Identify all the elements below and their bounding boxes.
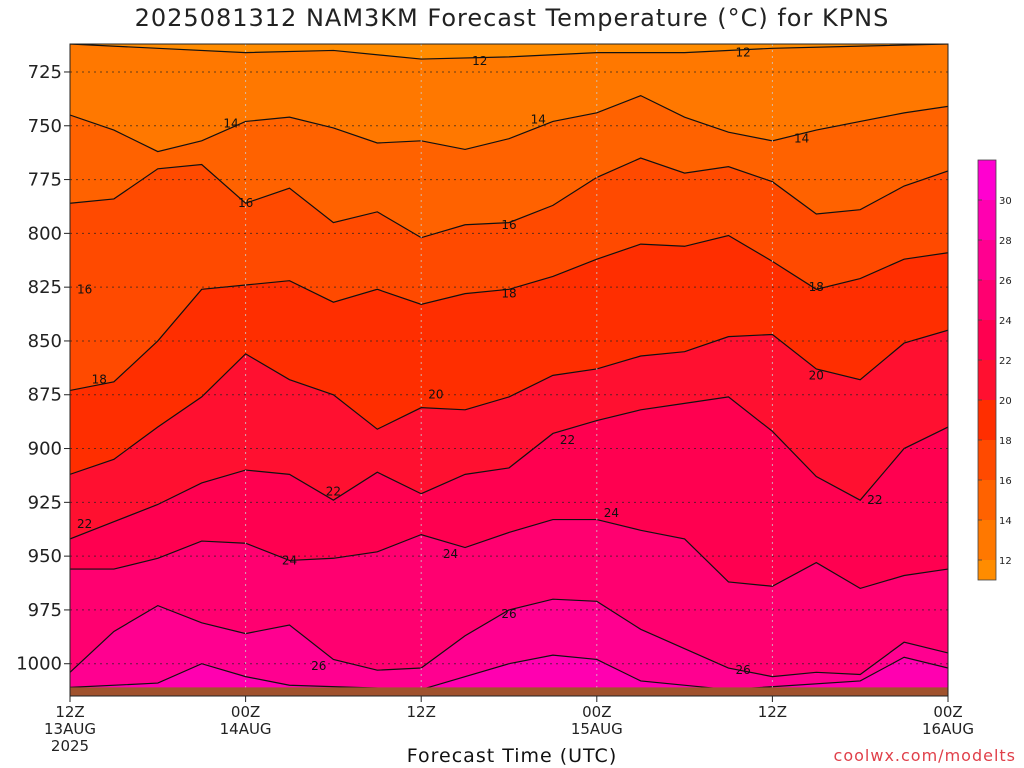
isotherm-18 xyxy=(70,234,948,392)
colorbar-tick-label: 12 xyxy=(999,556,1012,567)
isotherm-label: 24 xyxy=(604,506,619,520)
colorbar-tick-label: 16 xyxy=(999,476,1012,487)
isotherm-labels: 12 12 14 14 14 16 16 16 18 18 18 20 20 22 22 22 22 24 24 24… xyxy=(77,46,882,678)
ground-strip xyxy=(70,687,948,696)
x-tick-label: 00Z xyxy=(231,703,260,721)
isotherm-label: 26 xyxy=(735,663,750,677)
x-axis-label: Forecast Time (UTC) xyxy=(406,745,618,767)
x-tick-label: 15AUG xyxy=(571,720,623,738)
plot-frame xyxy=(69,43,949,697)
isotherm-label: 22 xyxy=(326,485,341,499)
credit-text: coolwx.com/modelts xyxy=(833,746,1016,765)
x-tick-label: 2025 xyxy=(51,737,89,755)
isotherm-16 xyxy=(70,157,948,239)
colorbar-segment xyxy=(978,480,996,520)
isotherm-label: 14 xyxy=(223,117,238,131)
y-tick-label: 875 xyxy=(28,385,62,406)
colorbar-segment xyxy=(978,240,996,280)
isotherm-label: 26 xyxy=(311,659,326,673)
y-tick-label: 800 xyxy=(28,223,62,244)
isotherm-22 xyxy=(70,396,948,540)
isotherm-label: 12 xyxy=(735,46,750,60)
x-tick-label: 16AUG xyxy=(922,720,974,738)
isotherm-label: 16 xyxy=(238,196,253,210)
y-tick-label: 750 xyxy=(28,116,62,137)
y-tick-label: 925 xyxy=(28,492,62,513)
colorbar-frame xyxy=(977,159,997,581)
band-fill-26 xyxy=(70,599,948,696)
isotherm-label: 24 xyxy=(282,553,297,567)
y-tick-label: 975 xyxy=(28,600,62,621)
x-tick-label: 12Z xyxy=(55,703,84,721)
colorbar-segment xyxy=(978,160,996,200)
isotherm-label: 18 xyxy=(92,373,107,387)
x-tick-label: 12Z xyxy=(758,703,787,721)
y-tick-label: 900 xyxy=(28,439,62,460)
colorbar-tick-label: 20 xyxy=(999,396,1012,407)
isotherm-28 xyxy=(70,654,948,691)
x-tick-label: 00Z xyxy=(933,703,962,721)
isotherm-label: 18 xyxy=(501,287,516,301)
colorbar: 12 14 16 18 20 22 24 26 28 30 xyxy=(977,159,1012,581)
y-tick-label: 950 xyxy=(28,546,62,567)
colorbar-segment xyxy=(978,200,996,240)
colorbar-segment xyxy=(978,440,996,480)
colorbar-tick-label: 14 xyxy=(999,516,1012,527)
isotherm-label: 16 xyxy=(77,282,92,296)
colorbar-segment xyxy=(978,400,996,440)
isotherm-24 xyxy=(70,518,948,590)
isotherm-label: 22 xyxy=(867,493,882,507)
y-axis-ticks: 725 750 775 800 825 850 875 900 925 950 975 1000 xyxy=(16,62,70,675)
isotherm-label: 20 xyxy=(428,388,443,402)
colorbar-segment xyxy=(978,560,996,580)
isotherm-label: 26 xyxy=(501,607,516,621)
colorbar-tick-label: 30 xyxy=(999,196,1012,207)
colorbar-segment xyxy=(978,320,996,360)
colorbar-tick-label: 22 xyxy=(999,356,1012,367)
grid-layer xyxy=(69,44,949,696)
isotherm-label: 22 xyxy=(77,517,92,531)
isotherm-14 xyxy=(70,94,948,153)
y-tick-label: 1000 xyxy=(16,654,62,675)
isotherm-12 xyxy=(70,44,948,60)
colorbar-tick-label: 24 xyxy=(999,316,1012,327)
isotherm-label: 14 xyxy=(531,112,546,126)
isotherm-label: 14 xyxy=(794,132,809,146)
isotherm-label: 22 xyxy=(560,433,575,447)
y-tick-label: 850 xyxy=(28,331,62,352)
isotherm-label: 16 xyxy=(501,218,516,232)
y-tick-label: 775 xyxy=(28,170,62,191)
isotherm-label: 12 xyxy=(472,54,487,68)
isotherm-label: 18 xyxy=(809,280,824,294)
colorbar-tick-label: 26 xyxy=(999,276,1012,287)
x-tick-label: 12Z xyxy=(407,703,436,721)
x-tick-label: 14AUG xyxy=(220,720,272,738)
x-tick-label: 13AUG xyxy=(44,720,96,738)
colorbar-tick-label: 28 xyxy=(999,236,1012,247)
chart-title: 2025081312 NAM3KM Forecast Temperature (… xyxy=(134,4,890,32)
isotherm-label: 20 xyxy=(809,368,824,382)
y-tick-label: 825 xyxy=(28,277,62,298)
ground-layer xyxy=(70,687,948,696)
colorbar-segment xyxy=(978,360,996,400)
x-tick-label: 00Z xyxy=(582,703,611,721)
isotherm-20 xyxy=(70,329,948,475)
isotherm-label: 24 xyxy=(443,547,458,561)
colorbar-segment xyxy=(978,520,996,560)
temperature-fill-layer xyxy=(70,44,948,696)
colorbar-segment xyxy=(978,280,996,320)
colorbar-tick-label: 18 xyxy=(999,436,1012,447)
y-tick-label: 725 xyxy=(28,62,62,83)
